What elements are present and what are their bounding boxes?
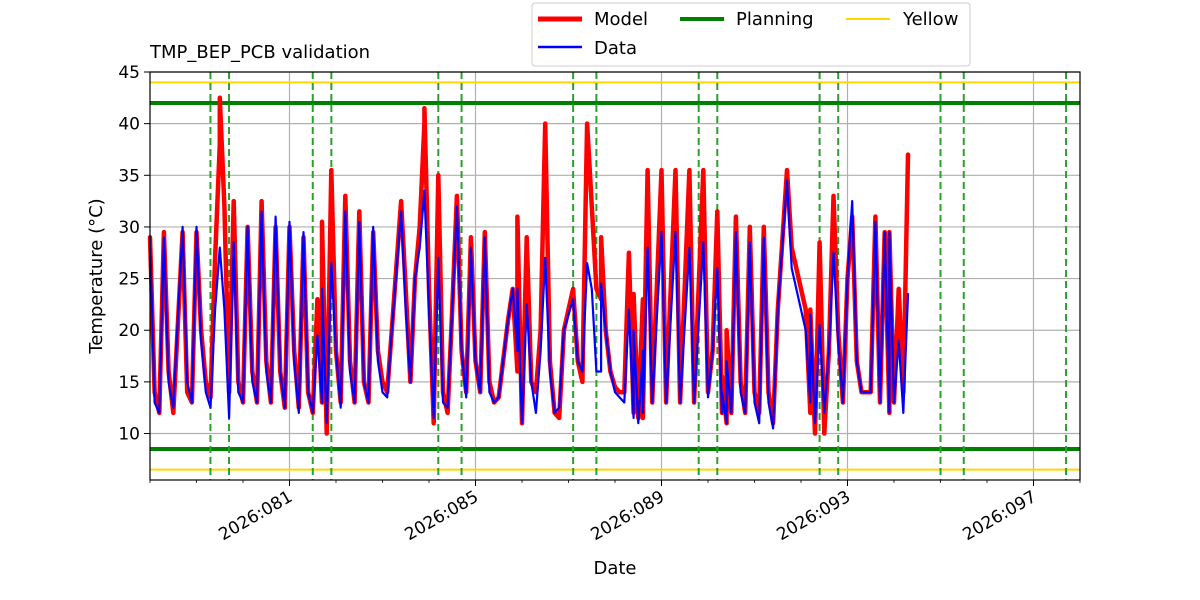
y-tick-label: 40 bbox=[118, 115, 140, 135]
y-tick-label: 25 bbox=[118, 270, 140, 290]
legend-label-yellow: Yellow bbox=[902, 9, 958, 30]
series-line-data bbox=[148, 179, 910, 430]
x-axis-label: Date bbox=[593, 558, 636, 579]
legend-label-planning: Planning bbox=[736, 9, 814, 30]
limit-lines bbox=[150, 81, 1080, 471]
y-axis-label: Temperature (°C) bbox=[86, 198, 107, 354]
y-tick-label: 10 bbox=[118, 425, 140, 445]
y-tick-label: 15 bbox=[118, 373, 140, 393]
legend-label-data: Data bbox=[594, 38, 637, 59]
chart-title: TMP_BEP_PCB validation bbox=[149, 42, 370, 63]
legend: Model Data Planning Yellow bbox=[531, 2, 971, 67]
series-lines bbox=[147, 95, 911, 436]
y-tick-label: 30 bbox=[118, 218, 140, 238]
y-tick-label: 45 bbox=[118, 63, 140, 83]
y-axis: 10 15 20 25 30 35 40 45 bbox=[118, 63, 150, 445]
y-tick-label: 20 bbox=[118, 321, 140, 341]
y-tick-label: 35 bbox=[118, 166, 140, 186]
legend-label-model: Model bbox=[594, 9, 648, 30]
